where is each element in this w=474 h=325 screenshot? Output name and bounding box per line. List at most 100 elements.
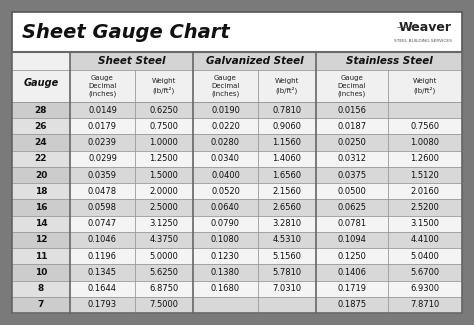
Text: 2.5000: 2.5000 xyxy=(150,203,178,212)
Text: 4.5310: 4.5310 xyxy=(273,235,301,244)
Text: 0.0299: 0.0299 xyxy=(88,154,117,163)
Text: 8: 8 xyxy=(38,284,44,293)
Text: 0.0312: 0.0312 xyxy=(337,154,366,163)
Text: 0.1380: 0.1380 xyxy=(211,268,240,277)
Text: 3.1250: 3.1250 xyxy=(149,219,179,228)
Text: 5.0400: 5.0400 xyxy=(410,252,439,261)
Bar xyxy=(12,167,462,183)
Text: 1.5000: 1.5000 xyxy=(150,171,178,179)
Text: 0.7500: 0.7500 xyxy=(149,122,179,131)
Text: 6.8750: 6.8750 xyxy=(149,284,179,293)
Bar xyxy=(12,183,462,199)
Bar xyxy=(12,264,462,280)
Text: 3.1500: 3.1500 xyxy=(410,219,439,228)
Text: Gauge
Decimal
(inches): Gauge Decimal (inches) xyxy=(338,75,366,97)
Text: 18: 18 xyxy=(35,187,47,196)
Text: Stainless Steel: Stainless Steel xyxy=(346,56,432,66)
Text: 0.0747: 0.0747 xyxy=(88,219,117,228)
Bar xyxy=(12,52,462,313)
Text: Weight
(lb/ft²): Weight (lb/ft²) xyxy=(275,78,299,94)
Text: 5.6700: 5.6700 xyxy=(410,268,439,277)
Text: 5.6250: 5.6250 xyxy=(149,268,179,277)
Bar xyxy=(12,183,70,199)
Text: 7.0310: 7.0310 xyxy=(273,284,301,293)
Text: 0.1875: 0.1875 xyxy=(337,300,366,309)
Bar xyxy=(12,215,70,232)
Bar xyxy=(12,248,462,264)
Text: 24: 24 xyxy=(35,138,47,147)
Text: 0.0187: 0.0187 xyxy=(337,122,366,131)
Text: Galvanized Steel: Galvanized Steel xyxy=(206,56,303,66)
Text: Gauge: Gauge xyxy=(23,78,59,88)
Text: 0.0625: 0.0625 xyxy=(337,203,366,212)
Text: 0.0520: 0.0520 xyxy=(211,187,240,196)
Text: 0.1250: 0.1250 xyxy=(337,252,366,261)
Text: 0.1094: 0.1094 xyxy=(337,235,366,244)
Text: Weight
(lb/ft²): Weight (lb/ft²) xyxy=(413,78,437,94)
Text: 1.2500: 1.2500 xyxy=(150,154,178,163)
Text: 0.0149: 0.0149 xyxy=(88,106,117,115)
Text: 0.1080: 0.1080 xyxy=(211,235,240,244)
Text: 0.1046: 0.1046 xyxy=(88,235,117,244)
Text: 22: 22 xyxy=(35,154,47,163)
Bar xyxy=(12,232,462,248)
Text: 0.0400: 0.0400 xyxy=(211,171,240,179)
Text: 0.0220: 0.0220 xyxy=(211,122,240,131)
Text: 0.1793: 0.1793 xyxy=(88,300,117,309)
Bar xyxy=(316,70,462,102)
Text: 11: 11 xyxy=(35,252,47,261)
Bar xyxy=(12,199,70,215)
Text: 1.2600: 1.2600 xyxy=(410,154,439,163)
Text: 0.1719: 0.1719 xyxy=(337,284,366,293)
Bar xyxy=(12,167,70,183)
Text: 0.0781: 0.0781 xyxy=(337,219,366,228)
Text: 12: 12 xyxy=(35,235,47,244)
Text: 0.1345: 0.1345 xyxy=(88,268,117,277)
Text: Sheet Steel: Sheet Steel xyxy=(98,56,165,66)
Text: 5.1560: 5.1560 xyxy=(273,252,301,261)
Text: 1.0000: 1.0000 xyxy=(150,138,178,147)
Bar xyxy=(12,280,70,297)
Text: 3.2810: 3.2810 xyxy=(273,219,301,228)
Text: STEEL BUILDING SERVICES: STEEL BUILDING SERVICES xyxy=(394,39,452,43)
Text: 0.0179: 0.0179 xyxy=(88,122,117,131)
Text: 0.0250: 0.0250 xyxy=(337,138,366,147)
Text: 0.0239: 0.0239 xyxy=(88,138,117,147)
Text: 10: 10 xyxy=(35,268,47,277)
Text: 2.1560: 2.1560 xyxy=(273,187,301,196)
Text: 0.9060: 0.9060 xyxy=(273,122,301,131)
Text: 0.0340: 0.0340 xyxy=(211,154,240,163)
Text: 1.4060: 1.4060 xyxy=(273,154,301,163)
Bar xyxy=(12,102,70,118)
Bar xyxy=(12,135,70,151)
Text: 1.6560: 1.6560 xyxy=(273,171,301,179)
Text: Sheet Gauge Chart: Sheet Gauge Chart xyxy=(22,22,230,42)
Text: Gauge
Decimal
(inches): Gauge Decimal (inches) xyxy=(88,75,117,97)
Bar xyxy=(12,151,462,167)
Text: 0.1644: 0.1644 xyxy=(88,284,117,293)
Text: 0.1196: 0.1196 xyxy=(88,252,117,261)
Bar xyxy=(12,118,70,135)
Bar xyxy=(12,102,462,118)
Text: 1.0080: 1.0080 xyxy=(410,138,439,147)
Text: 0.0375: 0.0375 xyxy=(337,171,366,179)
Bar xyxy=(193,70,316,102)
Bar xyxy=(12,118,462,135)
Text: 28: 28 xyxy=(35,106,47,115)
Bar xyxy=(12,280,462,297)
Bar xyxy=(12,297,462,313)
Text: 14: 14 xyxy=(35,219,47,228)
Text: 2.0000: 2.0000 xyxy=(150,187,178,196)
Text: 0.0598: 0.0598 xyxy=(88,203,117,212)
Bar xyxy=(12,264,70,280)
Text: 0.0156: 0.0156 xyxy=(337,106,366,115)
Bar xyxy=(12,297,70,313)
Bar xyxy=(12,52,70,102)
Text: 5.7810: 5.7810 xyxy=(273,268,301,277)
Text: 0.0790: 0.0790 xyxy=(211,219,240,228)
Text: 5.0000: 5.0000 xyxy=(150,252,178,261)
Bar xyxy=(12,215,462,232)
Bar xyxy=(12,199,462,215)
Bar xyxy=(70,52,193,70)
Text: 7.5000: 7.5000 xyxy=(149,300,179,309)
